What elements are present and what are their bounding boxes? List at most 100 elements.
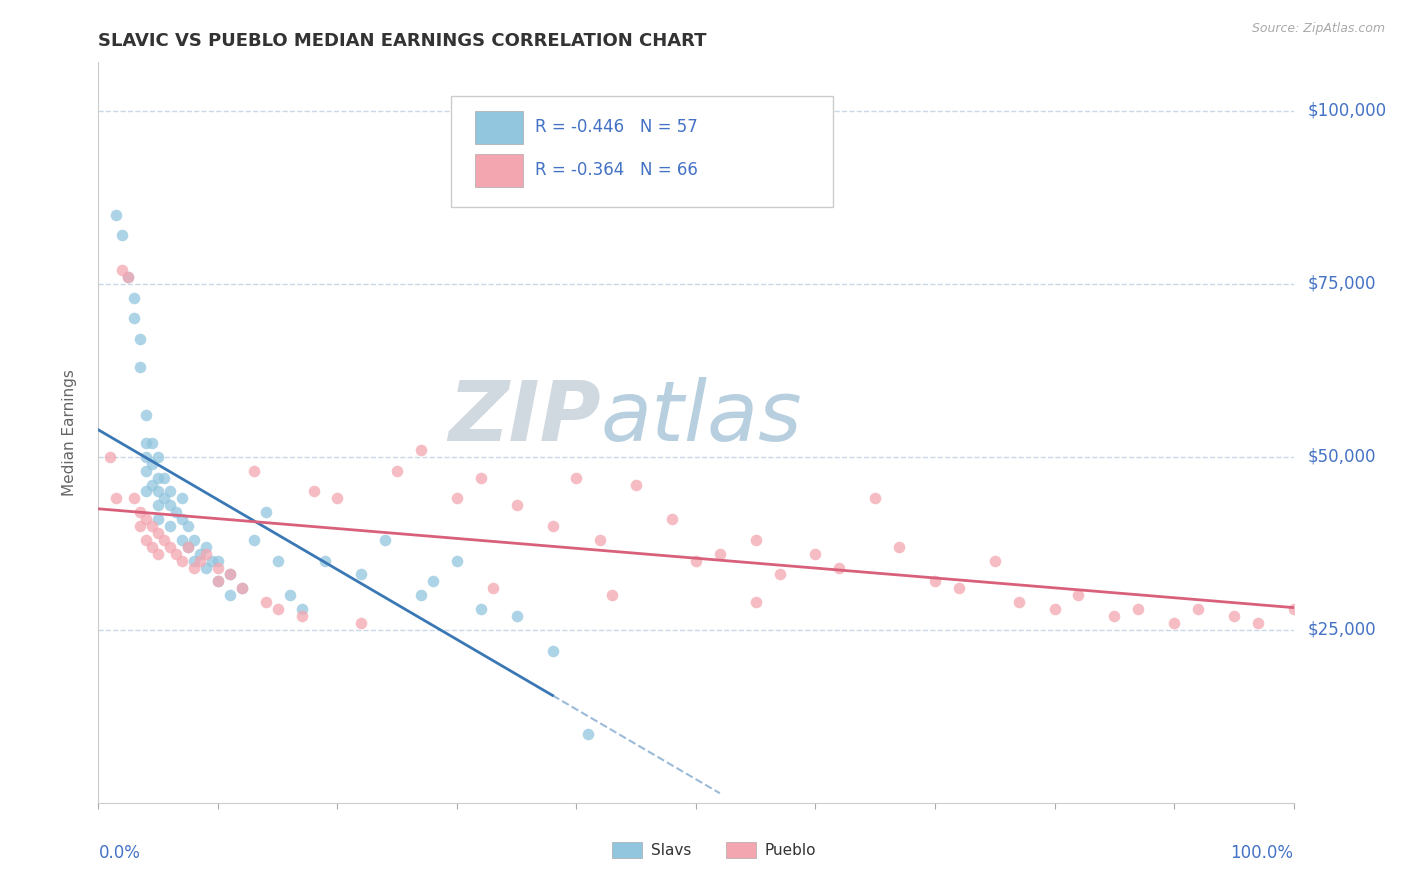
Point [948,582,970,596]
Point [541,643,564,657]
Point [141,519,163,533]
Point [278,588,301,602]
Point [243,533,266,547]
Point [135,436,157,450]
Point [159,519,181,533]
Point [153,533,176,547]
Point [159,484,181,499]
Point [291,609,314,624]
Point [183,554,205,568]
Point [124,491,146,506]
Point [685,554,707,568]
Point [98,450,122,464]
Point [135,533,157,547]
Point [195,560,218,574]
Point [135,409,157,423]
Point [411,588,433,602]
Point [159,498,181,512]
Point [124,291,146,305]
Text: Source: ZipAtlas.com: Source: ZipAtlas.com [1251,22,1385,36]
Point [889,540,911,554]
Point [481,582,505,596]
Point [315,554,337,568]
Point [135,512,157,526]
Point [626,477,648,491]
Point [135,464,157,478]
Text: $100,000: $100,000 [1308,102,1386,120]
Point [219,567,242,582]
Point [111,263,134,277]
Point [219,567,242,582]
Text: SLAVIC VS PUEBLO MEDIAN EARNINGS CORRELATION CHART: SLAVIC VS PUEBLO MEDIAN EARNINGS CORRELA… [98,32,707,50]
Point [201,554,224,568]
Point [924,574,946,589]
Point [984,554,1007,568]
FancyBboxPatch shape [475,153,523,186]
Y-axis label: Median Earnings: Median Earnings [62,369,77,496]
Text: R = -0.364   N = 66: R = -0.364 N = 66 [534,161,697,178]
Point [165,505,187,519]
Point [153,470,176,484]
Point [1247,615,1270,630]
Point [188,547,211,561]
Point [350,615,373,630]
Point [117,269,139,284]
Point [267,602,290,616]
Point [148,450,170,464]
Point [165,547,187,561]
Point [470,470,492,484]
Point [828,560,851,574]
Point [153,491,176,506]
Point [141,436,163,450]
Point [446,554,468,568]
Text: $25,000: $25,000 [1308,621,1376,639]
Point [183,533,205,547]
Point [1282,602,1305,616]
Point [177,540,200,554]
Point [188,554,211,568]
Point [148,547,170,561]
FancyBboxPatch shape [451,95,834,207]
Point [411,442,433,457]
Point [135,484,157,499]
FancyBboxPatch shape [725,842,756,858]
Text: $75,000: $75,000 [1308,275,1376,293]
Point [148,470,170,484]
Text: Pueblo: Pueblo [763,843,815,858]
Text: ZIP: ZIP [447,377,600,458]
Point [385,464,409,478]
Point [148,484,170,499]
Text: $50,000: $50,000 [1308,448,1376,466]
Point [1187,602,1209,616]
Point [148,498,170,512]
Text: 100.0%: 100.0% [1230,844,1294,862]
Point [326,491,349,506]
Point [506,498,529,512]
Point [374,533,396,547]
Point [350,567,373,582]
Point [470,602,492,616]
Point [565,470,588,484]
Point [129,505,152,519]
Text: R = -0.446   N = 57: R = -0.446 N = 57 [534,118,697,136]
Point [291,602,314,616]
Point [254,505,277,519]
Point [172,512,194,526]
Point [207,574,229,589]
Point [183,560,205,574]
Text: Slavs: Slavs [651,843,690,858]
Point [129,332,152,346]
Point [1223,609,1246,624]
Point [117,269,139,284]
Point [177,519,200,533]
Point [219,588,242,602]
Point [207,560,229,574]
Point [804,547,827,561]
Point [243,464,266,478]
Point [745,533,768,547]
Point [768,567,790,582]
Point [135,450,157,464]
Point [159,540,181,554]
Point [141,457,163,471]
Point [141,477,163,491]
